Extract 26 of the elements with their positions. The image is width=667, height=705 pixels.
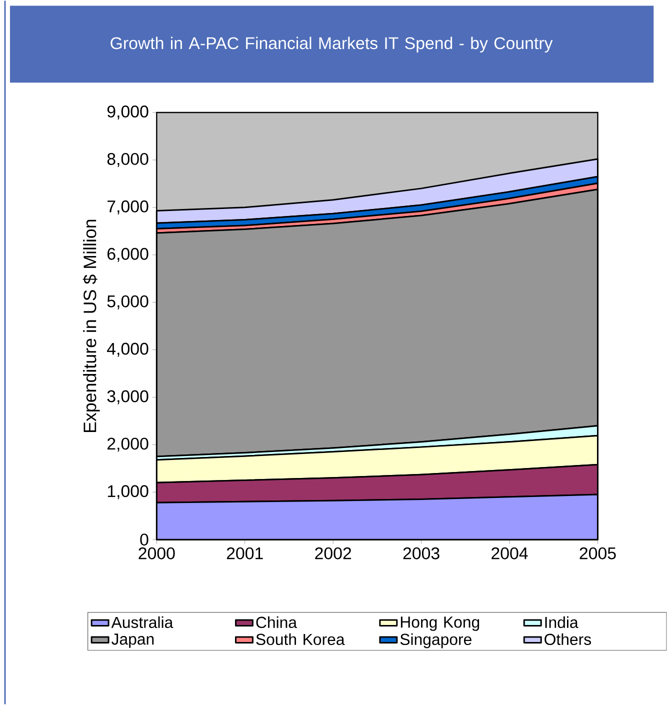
y-axis-title: Expenditure in US $ Million bbox=[82, 220, 100, 432]
y-tick-label: 1,000 bbox=[108, 485, 148, 500]
x-tick-label: 2003 bbox=[403, 547, 440, 560]
y-tick-label: 5,000 bbox=[107, 295, 148, 310]
legend-label: China bbox=[256, 616, 298, 628]
x-tick-label: 2005 bbox=[580, 547, 616, 560]
y-tick-label: 3,000 bbox=[107, 390, 148, 404]
chart-title: Growth in A-PAC Financial Markets IT Spend - by Country bbox=[110, 36, 553, 53]
legend-label: Others bbox=[544, 633, 592, 646]
y-tick-label: 8,000 bbox=[108, 152, 148, 167]
legend-label: Singapore bbox=[400, 633, 472, 648]
legend-label: India bbox=[545, 616, 578, 628]
legend-label: Hong Kong bbox=[401, 616, 480, 631]
legend-label: Japan bbox=[112, 634, 154, 648]
y-tick-label: 9,000 bbox=[108, 106, 148, 120]
y-tick-label: 4,000 bbox=[107, 342, 148, 357]
legend-label: Australia bbox=[111, 616, 174, 628]
y-tick-label: 2,000 bbox=[108, 438, 148, 452]
y-tick-label: 6,000 bbox=[108, 248, 148, 262]
y-tick-label: 0 bbox=[140, 534, 148, 546]
x-tick-label: 2001 bbox=[227, 547, 263, 560]
y-tick-label: 7,000 bbox=[108, 200, 148, 214]
x-tick-label: 2000 bbox=[138, 547, 175, 560]
x-tick-label: 2004 bbox=[492, 547, 528, 560]
legend-label: South Korea bbox=[256, 633, 345, 646]
x-tick-label: 2002 bbox=[315, 547, 352, 560]
